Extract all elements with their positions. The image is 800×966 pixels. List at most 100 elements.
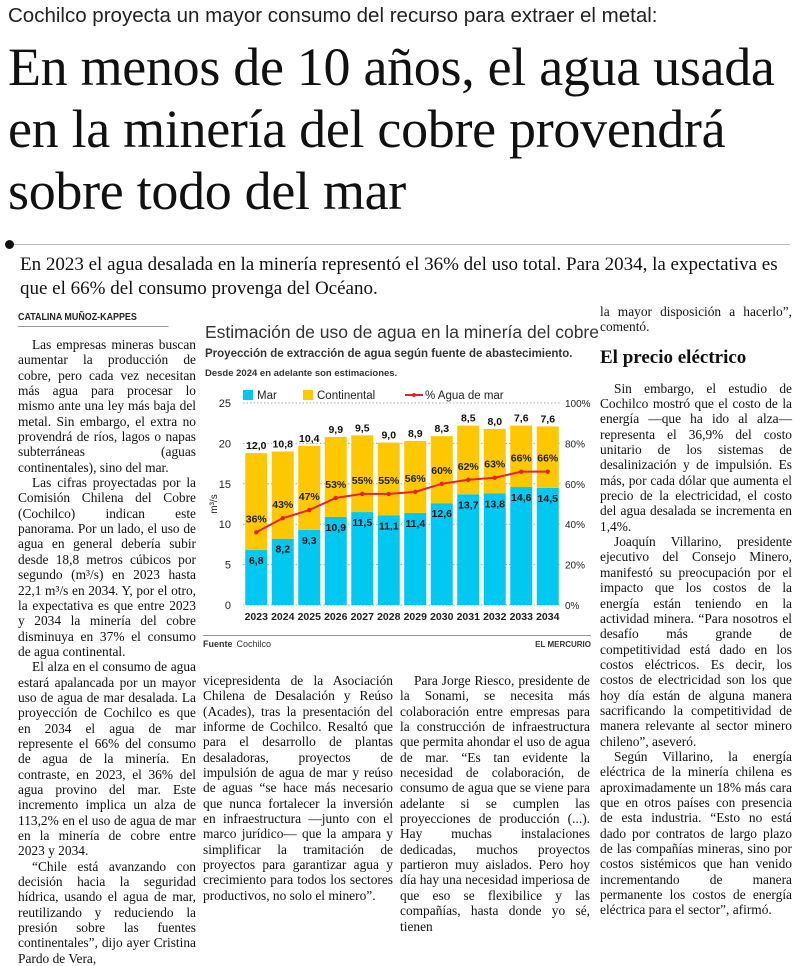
bar-mar bbox=[351, 512, 374, 605]
bar-mar bbox=[404, 512, 427, 605]
bar-label-continental: 8,5 bbox=[461, 413, 476, 425]
chart-subtitle: Proyección de extracción de agua según f… bbox=[205, 348, 573, 360]
subheading: El precio eléctrico bbox=[600, 346, 747, 368]
paragraph: El alza en el consumo de agua estará apa… bbox=[18, 659, 196, 859]
x-tick-label: 2032 bbox=[483, 611, 507, 623]
paragraph: vicepresidenta de la Asociación Chilena … bbox=[203, 673, 393, 903]
chart-note: Desde 2024 en adelante son estimaciones. bbox=[205, 368, 398, 379]
bar-label-mar: 11,4 bbox=[405, 518, 425, 530]
y2-tick-label: 20% bbox=[565, 561, 585, 572]
line-label: 55% bbox=[378, 475, 400, 487]
bar-continental bbox=[377, 442, 400, 516]
bar-label-mar: 10,9 bbox=[326, 522, 347, 534]
bar-continental bbox=[351, 435, 374, 513]
y2-tick-label: 100% bbox=[565, 399, 591, 410]
article-column-4: la mayor disposición a hacerlo”, comentó… bbox=[600, 304, 792, 918]
kicker: Cochilco proyecta un mayor consumo del r… bbox=[8, 4, 658, 27]
bar-mar bbox=[245, 550, 268, 605]
bar-label-mar: 11,1 bbox=[379, 520, 399, 532]
bar-label-mar: 8,2 bbox=[275, 544, 290, 556]
bar-label-continental: 10,8 bbox=[273, 438, 294, 450]
line-point bbox=[439, 481, 444, 486]
bar-label-continental: 10,4 bbox=[299, 433, 320, 445]
line-point bbox=[466, 477, 471, 482]
line-label: 66% bbox=[537, 453, 559, 465]
line-label: 60% bbox=[431, 465, 453, 477]
paragraph: Joaquín Villarino, presidente ejecutivo … bbox=[600, 534, 792, 749]
credit: EL MERCURIO bbox=[535, 640, 591, 649]
y2-tick-label: 40% bbox=[565, 520, 585, 531]
bar-continental bbox=[404, 440, 427, 513]
line-point bbox=[413, 489, 418, 495]
bar-label-mar: 9,3 bbox=[302, 535, 317, 547]
x-tick-label: 2027 bbox=[351, 611, 375, 623]
bar-label-mar: 13,7 bbox=[458, 499, 479, 511]
bar-mar bbox=[510, 487, 533, 605]
bar-mar bbox=[271, 538, 294, 605]
bar-label-mar: 14,6 bbox=[511, 492, 532, 504]
y-tick-label: 25 bbox=[219, 398, 231, 410]
bar-continental bbox=[324, 436, 347, 517]
y2-tick-label: 0% bbox=[565, 601, 580, 612]
chart-footer: Fuente Cochilco EL MERCURIO bbox=[203, 635, 591, 649]
line-label: 47% bbox=[299, 491, 321, 503]
bar-mar bbox=[430, 503, 453, 605]
legend-marker-pct bbox=[412, 393, 416, 397]
chart-title: Estimación de uso de agua en la minería … bbox=[205, 322, 599, 342]
x-tick-label: 2028 bbox=[377, 611, 401, 623]
article-column-1: Las empresas mineras buscan aumentar la … bbox=[18, 337, 196, 966]
x-tick-label: 2024 bbox=[271, 611, 295, 623]
x-tick-label: 2023 bbox=[245, 611, 269, 623]
bar-mar bbox=[457, 494, 480, 605]
paragraph: Según Villarino, la energía eléctrica de… bbox=[600, 748, 792, 918]
bar-label-continental: 7,6 bbox=[540, 413, 555, 425]
bar-label-mar: 11,5 bbox=[352, 517, 372, 529]
line-label: 36% bbox=[246, 513, 268, 525]
x-tick-label: 2031 bbox=[457, 611, 481, 623]
line-point bbox=[386, 491, 391, 497]
bar-mar bbox=[536, 487, 559, 605]
paragraph: Las empresas mineras buscan aumentar la … bbox=[18, 337, 196, 475]
legend-label: Mar bbox=[257, 390, 277, 402]
line-label: 55% bbox=[352, 475, 374, 487]
x-tick-label: 2025 bbox=[298, 611, 322, 623]
bar-label-mar: 6,8 bbox=[249, 555, 264, 567]
bar-label-continental: 9,5 bbox=[355, 422, 370, 434]
y-axis-label: m³/s bbox=[209, 494, 220, 513]
bar-label-continental: 7,6 bbox=[514, 413, 529, 425]
bar-mar bbox=[377, 515, 400, 605]
y-tick-label: 0 bbox=[225, 600, 231, 612]
source: Cochilco bbox=[236, 639, 272, 649]
x-tick-label: 2026 bbox=[324, 611, 348, 623]
bar-label-continental: 9,9 bbox=[328, 424, 343, 436]
bar-label-continental: 8,0 bbox=[487, 416, 502, 428]
line-label: 63% bbox=[484, 459, 506, 471]
bar-label-continental: 12,0 bbox=[246, 440, 267, 452]
bullet-dot-icon bbox=[5, 240, 14, 249]
line-point bbox=[492, 475, 497, 480]
paragraph: Las cifras proyectadas por la Comisión C… bbox=[18, 475, 196, 659]
line-label: 66% bbox=[511, 453, 533, 465]
article-column-2: vicepresidenta de la Asociación Chilena … bbox=[203, 673, 393, 903]
line-point bbox=[333, 495, 338, 501]
bar-mar bbox=[298, 529, 321, 605]
bar-label-mar: 14,5 bbox=[538, 493, 559, 505]
paragraph: Para Jorge Riesco, presidente de la Sona… bbox=[400, 673, 590, 934]
y-tick-label: 5 bbox=[225, 560, 231, 572]
line-point bbox=[307, 507, 312, 513]
bar-continental bbox=[271, 451, 294, 539]
line-label: 62% bbox=[458, 461, 480, 473]
line-point bbox=[360, 491, 365, 497]
deck: En 2023 el agua desalada en la minería r… bbox=[20, 254, 778, 299]
line-point bbox=[519, 469, 524, 474]
line-label: 56% bbox=[405, 473, 427, 485]
divider bbox=[10, 244, 790, 245]
line-pct-agua-de-mar bbox=[255, 470, 548, 534]
bar-continental bbox=[245, 453, 268, 551]
headline: En menos de 10 años, el agua usada en la… bbox=[8, 37, 775, 221]
line-point bbox=[254, 530, 259, 535]
bar-label-mar: 12,6 bbox=[432, 508, 453, 520]
bar-mar bbox=[324, 516, 347, 605]
byline: CATALINA MUÑOZ-KAPPES bbox=[18, 311, 169, 327]
